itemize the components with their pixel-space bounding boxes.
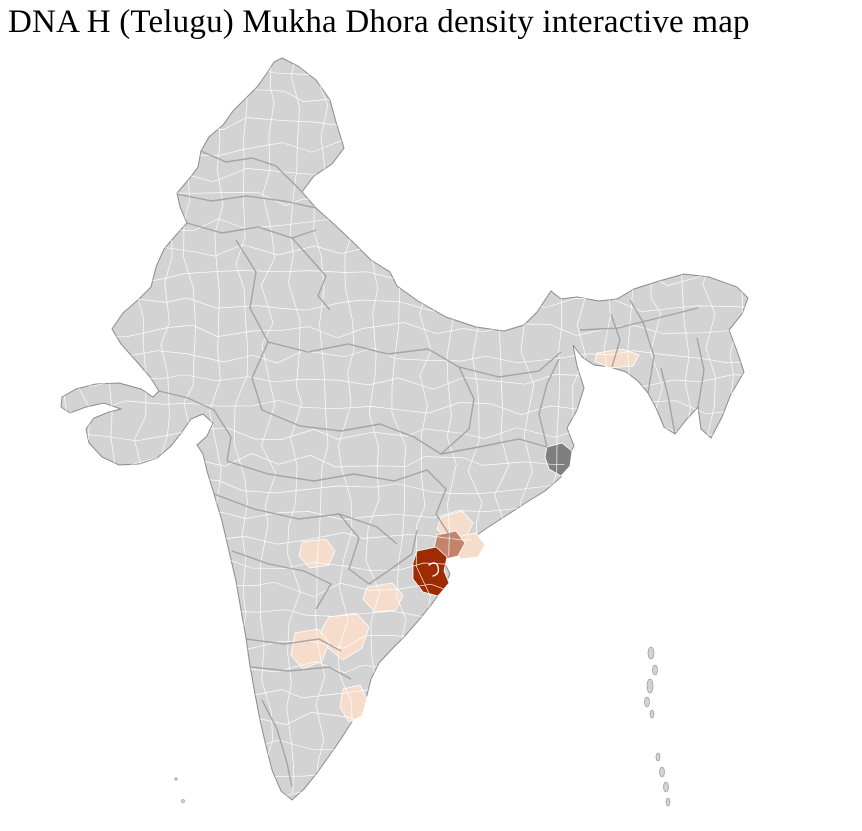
district-boundary-line: [61, 217, 748, 235]
island[interactable]: [649, 709, 655, 719]
island[interactable]: [181, 799, 185, 803]
island[interactable]: [663, 781, 669, 793]
state-boundary-line: [291, 237, 331, 311]
district-boundary-line: [61, 712, 748, 728]
state-boundary-line: [158, 390, 232, 462]
district-boundary-line: [571, 58, 588, 797]
state-boundary-line: [338, 513, 370, 585]
district-boundary-line: [754, 50, 769, 793]
page-title: DNA H (Telugu) Mukha Dhora density inter…: [8, 4, 750, 40]
state-boundary-line: [186, 222, 317, 239]
state-boundary-line: [245, 638, 342, 652]
island[interactable]: [174, 777, 178, 781]
island[interactable]: [655, 752, 661, 762]
state-boundary-line: [368, 529, 418, 585]
state-boundary-line: [267, 341, 460, 368]
district-missing-1[interactable]: [544, 442, 573, 477]
state-boundary-line: [261, 409, 442, 455]
district-boundary-line: [61, 87, 748, 102]
district-high-1[interactable]: [412, 546, 450, 597]
india-landmass[interactable]: [60, 57, 749, 801]
district-inner-mark: [428, 562, 440, 577]
district-low-5[interactable]: [339, 684, 368, 723]
district-boundary-line: [61, 62, 748, 79]
district-boundary-line: [61, 58, 69, 798]
highlighted-districts: [290, 348, 640, 723]
district-boundary-line: [61, 764, 748, 780]
state-boundary-line: [235, 239, 269, 411]
state-boundary-line: [538, 358, 560, 448]
district-boundary-line: [61, 659, 748, 677]
district-boundary-line: [35, 817, 767, 831]
island[interactable]: [647, 646, 655, 660]
district-boundary-line: [61, 140, 748, 157]
district-boundary-line: [259, 58, 277, 800]
district-boundary-line: [61, 114, 748, 131]
district-boundary-line: [183, 58, 198, 800]
state-boundary-line: [440, 438, 548, 455]
district-boundary-line: [61, 347, 748, 364]
state-boundary-line: [426, 469, 453, 540]
district-boundary-line: [286, 58, 303, 794]
district-boundary-line: [61, 688, 748, 703]
state-boundary-line: [200, 150, 303, 193]
district-boundary-line: [597, 58, 614, 800]
state-boundary-line: [660, 367, 676, 435]
island[interactable]: [665, 797, 671, 807]
state-boundary-line: [250, 666, 352, 680]
island[interactable]: [659, 766, 665, 778]
state-boundary-line: [175, 193, 317, 209]
district-boundary-line: [61, 322, 748, 339]
district-boundary-line: [61, 244, 748, 261]
state-boundary-line: [213, 493, 398, 545]
state-boundary-line: [440, 366, 475, 455]
state-boundary-line: [231, 550, 332, 610]
district-low-1[interactable]: [298, 538, 336, 569]
district-boundary-line: [728, 58, 745, 800]
district-boundary-line: [61, 789, 748, 800]
state-boundary-line: [579, 307, 699, 331]
islands[interactable]: [174, 646, 671, 807]
island[interactable]: [652, 664, 658, 676]
state-boundary-line: [696, 337, 705, 408]
state-boundary-line: [226, 460, 428, 482]
district-boundary-line: [61, 165, 748, 183]
state-boundary-line: [629, 299, 655, 394]
island[interactable]: [644, 696, 650, 708]
island[interactable]: [646, 678, 654, 694]
district-boundary-line: [61, 191, 748, 209]
district-boundary-line: [624, 58, 641, 800]
district-boundary-line: [61, 295, 748, 313]
state-boundary-line: [458, 351, 562, 378]
district-boundary-line: [61, 737, 748, 754]
state-boundary-line: [261, 699, 293, 788]
state-boundaries: [158, 150, 705, 788]
state-boundary-line: [610, 313, 621, 368]
